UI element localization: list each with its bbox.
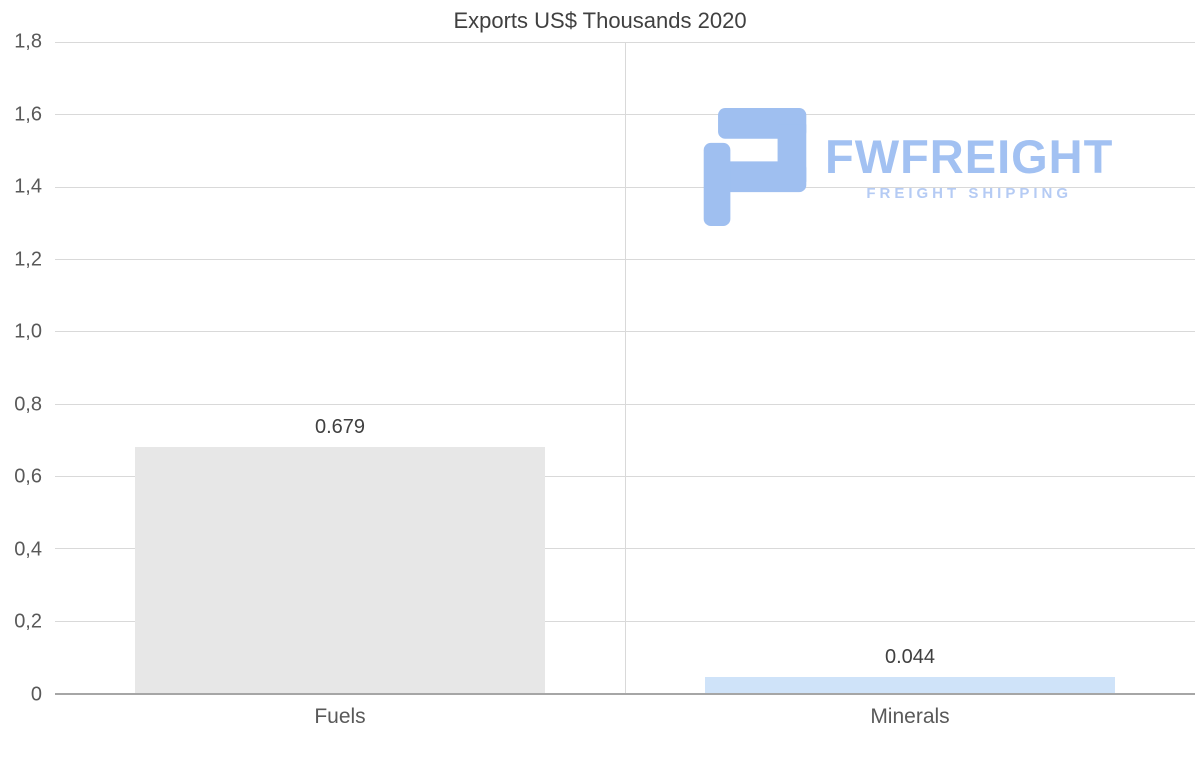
logo-subtitle: FREIGHT SHIPPING	[866, 185, 1073, 203]
y-tick-label: 0,6	[14, 465, 42, 488]
fwfreight-logo-icon	[703, 108, 807, 226]
bar-value-label: 0.044	[884, 646, 936, 669]
logo-text: FWFREIGHT FREIGHT SHIPPING	[825, 129, 1114, 203]
x-axis-label: Fuels	[314, 705, 366, 728]
plot-area: FWFREIGHT FREIGHT SHIPPING 0.679 0.044	[55, 42, 1195, 695]
y-tick-label: 1,2	[14, 248, 42, 271]
y-tick-label: 0,2	[14, 610, 42, 633]
chart-title: Exports US$ Thousands 2020	[453, 8, 747, 33]
y-tick-label: 1,8	[14, 30, 42, 53]
bars: 0.679 0.044	[55, 42, 1195, 693]
category-divider-line	[625, 42, 626, 693]
bar-group-fuels: 0.679	[55, 42, 625, 693]
y-tick-label: 0,4	[14, 538, 42, 561]
y-tick-label: 0,8	[14, 393, 42, 416]
y-tick-label: 0	[30, 683, 42, 706]
logo-title: FWFREIGHT	[825, 129, 1114, 183]
bar-value-label: 0.679	[314, 416, 366, 439]
watermark-logo: FWFREIGHT FREIGHT SHIPPING	[703, 108, 1113, 226]
y-tick-label: 1,4	[14, 175, 42, 198]
x-axis-label: Minerals	[870, 705, 950, 728]
y-tick-label: 1,0	[14, 320, 42, 343]
bar-minerals	[704, 677, 1116, 693]
bar-fuels	[134, 447, 546, 693]
y-tick-label: 1,6	[14, 103, 42, 126]
y-axis: 0 0,2 0,4 0,6 0,8 1,0 1,2 1,4 1,6 1,8	[0, 31, 44, 706]
bar-group-minerals: 0.044	[625, 42, 1195, 693]
x-axis-labels: Fuels Minerals	[55, 705, 1195, 729]
